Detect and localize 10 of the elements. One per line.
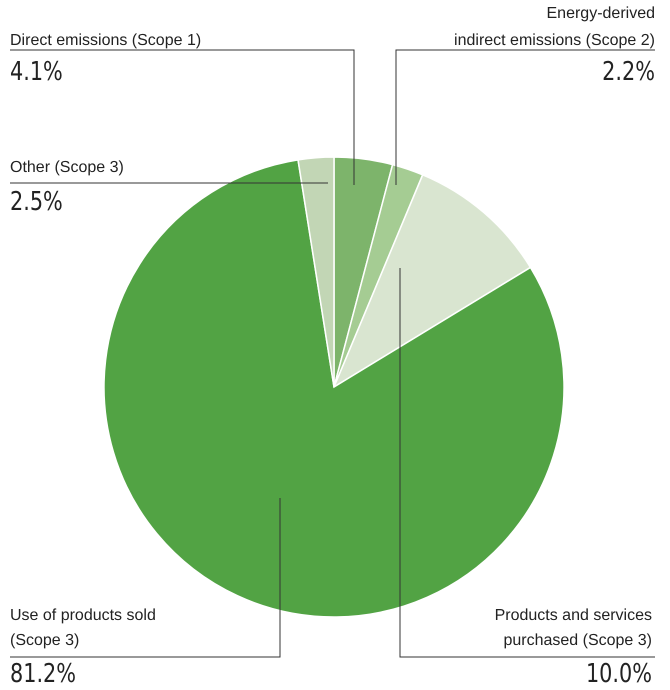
data-label: 4.1% (10, 56, 63, 87)
slice-label: Products and services purchased (Scope 3) (494, 607, 652, 649)
slice-label: Direct emissions (Scope 1) (10, 32, 202, 49)
slice-label: Other (Scope 3) (10, 159, 124, 176)
data-label: 10.0% (586, 658, 652, 689)
slice-label: Use of products sold (Scope 3) (10, 607, 156, 649)
data-label: 2.2% (602, 56, 655, 87)
slice-label: Energy-derived indirect emissions (Scope 2) (454, 5, 655, 49)
data-label: 2.5% (10, 186, 63, 217)
data-label: 81.2% (10, 658, 76, 689)
